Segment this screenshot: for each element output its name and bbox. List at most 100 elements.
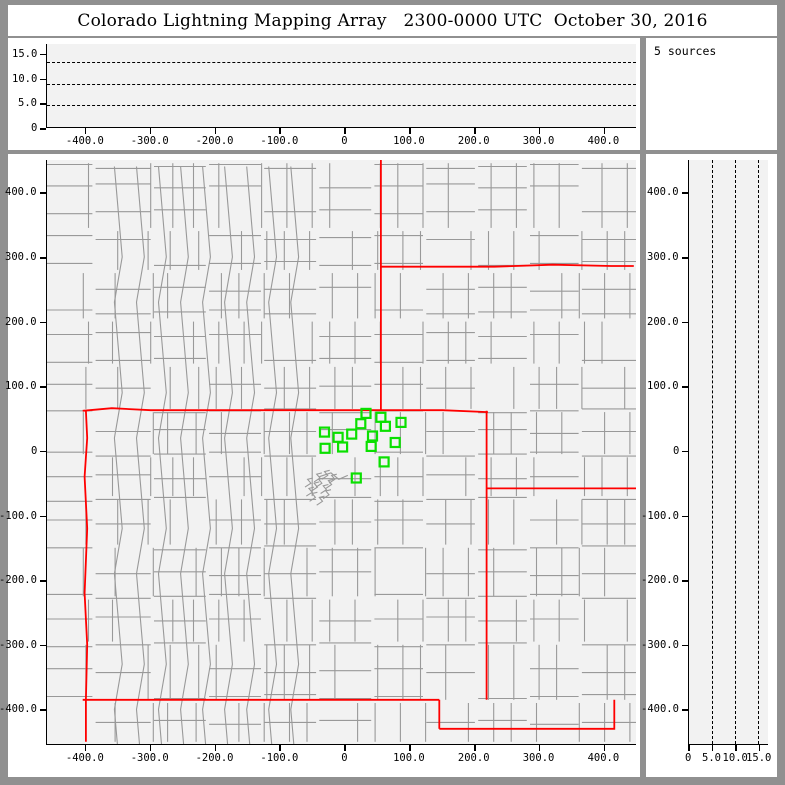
x-tick-mark — [538, 128, 541, 134]
county-line — [315, 477, 324, 488]
x-tick-label: -200.0 — [195, 752, 234, 764]
x-tick-mark — [409, 128, 411, 134]
height-plot-area[interactable] — [688, 160, 768, 745]
state-border-nm-ok — [439, 699, 616, 730]
x-tick-mark — [84, 745, 87, 751]
county-line — [313, 472, 323, 483]
y-tick-mark — [682, 515, 688, 518]
lma-source-marker[interactable] — [375, 411, 387, 423]
county-line — [135, 166, 145, 744]
lma-source-markers[interactable] — [47, 160, 636, 745]
county-line — [224, 166, 233, 744]
county-line — [320, 483, 329, 494]
x-tick-label: 200.0 — [457, 135, 490, 147]
x-tick-mark — [279, 745, 281, 751]
county-line — [268, 166, 278, 744]
y-tick-mark — [40, 321, 46, 324]
y-tick-mark — [682, 709, 688, 712]
x-tick-mark — [84, 128, 87, 134]
state-border-co-west — [83, 410, 89, 742]
gridline-h — [47, 83, 636, 85]
lma-source-marker[interactable] — [389, 436, 401, 449]
x-tick-mark — [603, 128, 606, 134]
y-tick-mark — [40, 53, 46, 56]
y-tick-label: -200.0 — [641, 574, 679, 587]
x-tick-mark — [735, 745, 737, 751]
x-tick-mark — [149, 745, 152, 751]
time-height-plot-area[interactable] — [46, 44, 636, 128]
x-tick-label: -200.0 — [195, 135, 234, 147]
x-tick-label: -100.0 — [260, 135, 299, 147]
lma-source-marker[interactable] — [346, 428, 358, 440]
y-tick-label: -300.0 — [641, 638, 679, 651]
county-line — [304, 477, 313, 488]
x-tick-label: 0 — [341, 135, 348, 147]
plan-view-map-panel[interactable]: -400.0 -300.0 -200.0 -100.0 0 100.0 200.0 300.0… — [0, 154, 640, 777]
y-tick-mark — [40, 580, 46, 582]
y-tick-label: 200.0 — [5, 315, 37, 328]
lma-source-marker[interactable] — [365, 440, 377, 452]
plan-view-plot-area[interactable] — [46, 160, 636, 745]
y-tick-label: 300.0 — [647, 250, 679, 263]
county-line — [202, 166, 211, 744]
x-tick-mark — [344, 745, 346, 751]
county-line — [309, 491, 318, 502]
y-tick-mark — [40, 386, 46, 388]
lma-source-marker[interactable] — [337, 441, 349, 453]
lma-source-marker[interactable] — [318, 426, 331, 438]
lma-source-marker[interactable] — [379, 420, 391, 432]
y-tick-label: 100.0 — [647, 380, 679, 393]
x-tick-label: -300.0 — [130, 752, 169, 764]
page-title: Colorado Lightning Mapping Array 2300-00… — [77, 10, 708, 31]
county-line — [306, 486, 315, 497]
y-tick-mark — [40, 450, 46, 453]
time-height-panel[interactable]: 0 5.0 10.0 15.0 -400.0 -300.0 -200.0 -100.0 0 10… — [8, 38, 640, 150]
y-tick-label: -100.0 — [641, 509, 679, 522]
lma-source-marker[interactable] — [350, 472, 362, 484]
y-tick-label: 0 — [673, 444, 680, 457]
county-line — [113, 166, 123, 744]
x-tick-label: 400.0 — [587, 135, 620, 147]
height-panel[interactable]: -400.0 -300.0 -200.0 -100.0 0 100.0 200.0 300.0… — [641, 154, 777, 777]
county-line — [246, 166, 256, 744]
lma-source-marker[interactable] — [395, 416, 407, 428]
county-line — [319, 472, 349, 480]
x-tick-label: 10.0 — [722, 752, 748, 764]
source-count-label: 5 sources — [654, 44, 717, 58]
x-tick-label: -400.0 — [65, 135, 104, 147]
y-tick-mark — [682, 321, 688, 324]
gridline-v — [711, 160, 713, 744]
y-tick-label: 100.0 — [5, 380, 37, 393]
y-tick-label: -400.0 — [641, 703, 679, 716]
y-tick-label: 200.0 — [647, 315, 679, 328]
y-tick-mark — [682, 386, 688, 388]
x-tick-mark — [758, 745, 761, 751]
y-tick-label: 400.0 — [5, 186, 37, 199]
lma-source-marker[interactable] — [366, 430, 379, 442]
y-tick-mark — [682, 580, 688, 582]
x-tick-label: 0 — [685, 752, 692, 764]
y-tick-label: 15.0 — [12, 47, 38, 60]
county-line — [290, 166, 300, 744]
y-tick-mark — [40, 709, 46, 712]
gridline-v — [734, 160, 736, 744]
y-tick-mark — [682, 256, 688, 259]
lma-source-marker[interactable] — [360, 407, 372, 419]
x-tick-mark — [149, 128, 152, 134]
y-tick-label: -300.0 — [0, 638, 37, 651]
x-tick-mark — [473, 128, 476, 134]
y-tick-label: 300.0 — [5, 250, 37, 263]
lma-source-marker[interactable] — [319, 442, 331, 454]
gridline-h — [47, 105, 636, 107]
y-tick-label: 10.0 — [12, 72, 38, 85]
lma-source-marker[interactable] — [378, 456, 390, 468]
y-tick-mark — [682, 450, 688, 453]
y-tick-mark — [40, 78, 46, 81]
x-tick-label: 100.0 — [393, 135, 425, 147]
lma-source-marker[interactable] — [355, 418, 367, 430]
state-border-co-north — [82, 407, 488, 413]
x-tick-label: 300.0 — [522, 135, 555, 147]
lma-source-marker[interactable] — [332, 431, 344, 443]
x-tick-label: 15.0 — [746, 752, 772, 764]
